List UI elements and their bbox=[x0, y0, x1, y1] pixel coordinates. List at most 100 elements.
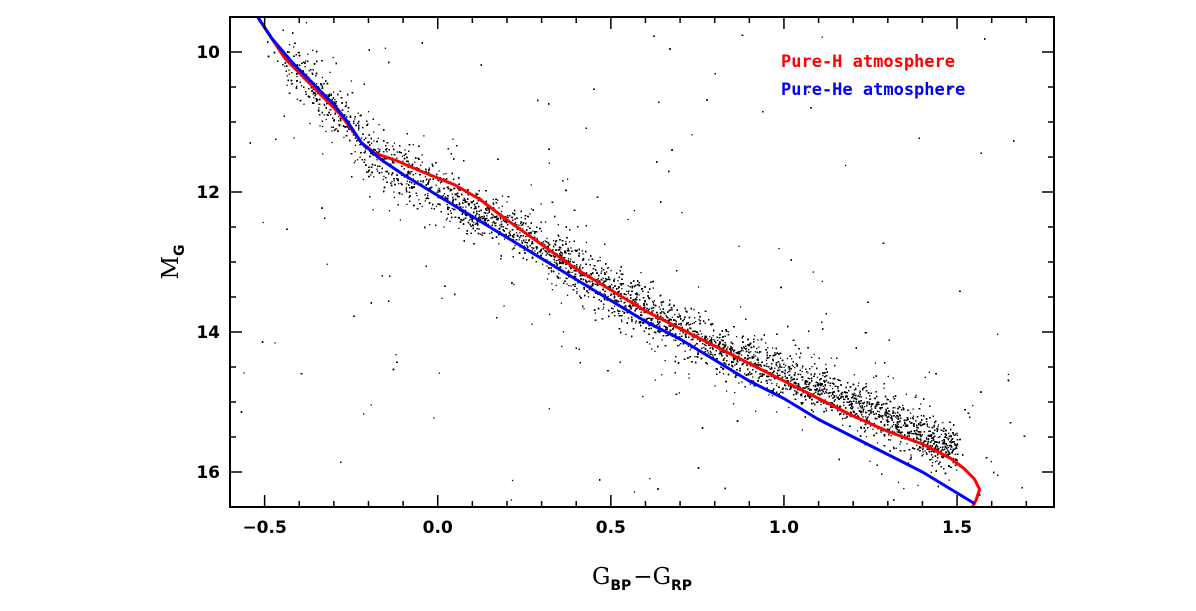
scatter-point bbox=[779, 363, 781, 365]
scatter-point bbox=[291, 72, 293, 74]
scatter-point bbox=[324, 104, 326, 107]
scatter-point bbox=[489, 232, 491, 235]
scatter-point bbox=[322, 83, 325, 85]
scatter-point bbox=[443, 193, 446, 195]
scatter-point bbox=[735, 336, 738, 338]
scatter-point bbox=[922, 447, 924, 449]
scatter-point bbox=[691, 134, 693, 136]
scatter-point bbox=[634, 300, 636, 303]
scatter-point bbox=[711, 337, 713, 339]
scatter-point bbox=[954, 447, 957, 450]
scatter-point bbox=[621, 320, 623, 323]
scatter-point bbox=[368, 141, 371, 143]
scatter-point bbox=[376, 159, 378, 161]
scatter-point bbox=[383, 175, 385, 178]
scatter-point bbox=[711, 346, 713, 349]
scatter-point bbox=[636, 292, 638, 294]
scatter-point bbox=[752, 380, 755, 382]
scatter-point bbox=[697, 286, 700, 288]
scatter-point bbox=[734, 391, 736, 394]
scatter-point bbox=[725, 363, 727, 365]
scatter-point bbox=[560, 302, 563, 304]
scatter-point bbox=[941, 446, 943, 448]
scatter-point bbox=[919, 430, 921, 433]
scatter-point bbox=[689, 323, 692, 325]
scatter-point bbox=[604, 290, 607, 292]
scatter-point bbox=[370, 404, 372, 406]
scatter-point bbox=[425, 198, 427, 200]
scatter-point bbox=[777, 367, 780, 369]
scatter-point bbox=[666, 328, 668, 331]
scatter-point bbox=[955, 469, 958, 471]
scatter-point bbox=[670, 329, 672, 331]
scatter-point bbox=[787, 385, 790, 387]
scatter-point bbox=[541, 252, 543, 255]
scatter-point bbox=[953, 457, 955, 460]
scatter-point bbox=[878, 403, 880, 406]
scatter-point bbox=[330, 114, 332, 116]
scatter-point bbox=[747, 369, 749, 371]
scatter-point bbox=[755, 410, 757, 412]
scatter-point bbox=[724, 345, 726, 347]
scatter-point bbox=[701, 335, 703, 338]
scatter-point bbox=[503, 238, 506, 240]
scatter-point bbox=[409, 173, 411, 175]
scatter-point bbox=[819, 373, 821, 375]
scatter-point bbox=[362, 178, 365, 181]
scatter-point bbox=[661, 304, 663, 306]
scatter-point bbox=[497, 199, 499, 201]
scatter-point bbox=[524, 245, 526, 247]
scatter-point bbox=[478, 228, 480, 230]
scatter-point bbox=[772, 371, 775, 373]
scatter-point bbox=[990, 461, 992, 463]
scatter-point bbox=[546, 237, 548, 240]
scatter-point bbox=[603, 306, 605, 308]
scatter-point bbox=[566, 178, 569, 180]
scatter-point bbox=[785, 364, 787, 367]
scatter-point bbox=[568, 285, 570, 287]
scatter-point bbox=[851, 393, 853, 395]
scatter-point bbox=[447, 186, 449, 188]
scatter-point bbox=[877, 428, 879, 430]
scatter-point bbox=[599, 260, 601, 262]
scatter-point bbox=[585, 241, 588, 244]
scatter-point bbox=[924, 440, 926, 442]
scatter-point bbox=[652, 318, 654, 320]
scatter-point bbox=[758, 376, 761, 378]
scatter-point bbox=[505, 227, 507, 229]
scatter-point bbox=[357, 112, 359, 114]
scatter-point bbox=[888, 421, 890, 423]
scatter-point bbox=[376, 151, 378, 153]
scatter-point bbox=[720, 339, 723, 341]
scatter-point bbox=[318, 110, 320, 112]
scatter-point bbox=[668, 325, 670, 327]
scatter-point bbox=[950, 434, 952, 437]
scatter-point bbox=[363, 413, 365, 415]
scatter-point bbox=[891, 416, 893, 418]
scatter-point bbox=[770, 368, 772, 370]
scatter-point bbox=[617, 292, 619, 294]
scatter-point bbox=[673, 339, 675, 341]
scatter-point bbox=[655, 317, 657, 320]
scatter-point bbox=[642, 396, 644, 398]
scatter-point bbox=[617, 280, 619, 282]
scatter-point bbox=[542, 241, 545, 243]
scatter-point bbox=[578, 268, 580, 270]
scatter-point bbox=[551, 289, 554, 291]
scatter-point bbox=[747, 368, 749, 370]
scatter-point bbox=[576, 291, 578, 293]
scatter-point bbox=[942, 421, 944, 424]
scatter-point bbox=[942, 446, 944, 448]
scatter-point bbox=[942, 449, 945, 451]
scatter-point bbox=[511, 248, 514, 250]
scatter-point bbox=[481, 232, 484, 234]
scatter-point bbox=[917, 438, 920, 440]
scatter-point bbox=[865, 436, 868, 438]
scatter-point bbox=[625, 333, 627, 336]
scatter-point bbox=[427, 197, 430, 200]
scatter-point bbox=[910, 422, 912, 424]
scatter-point bbox=[889, 439, 892, 441]
scatter-point bbox=[829, 385, 831, 387]
scatter-point bbox=[566, 294, 569, 296]
scatter-point bbox=[555, 260, 557, 262]
